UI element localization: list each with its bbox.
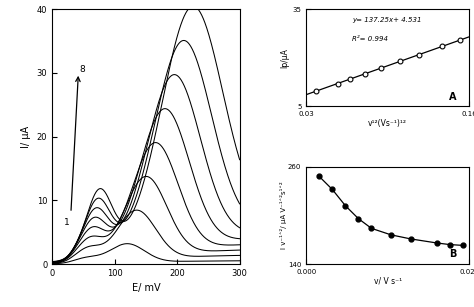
Text: 8: 8 <box>80 65 85 74</box>
Text: A: A <box>449 91 456 102</box>
Text: R²= 0.994: R²= 0.994 <box>352 37 388 42</box>
Y-axis label: Ip/μA: Ip/μA <box>281 48 290 68</box>
X-axis label: E/ mV: E/ mV <box>132 283 160 293</box>
X-axis label: v¹²(Vs⁻¹)¹²: v¹²(Vs⁻¹)¹² <box>368 119 407 128</box>
Text: 1: 1 <box>64 218 70 227</box>
Y-axis label: I/ μA: I/ μA <box>21 126 31 148</box>
Text: y= 137.25x+ 4.531: y= 137.25x+ 4.531 <box>352 17 421 23</box>
X-axis label: v/ V s⁻¹: v/ V s⁻¹ <box>374 276 402 285</box>
Y-axis label: I v⁻¹˄²/ μA V⁻¹˄²s¹˄²: I v⁻¹˄²/ μA V⁻¹˄²s¹˄² <box>280 181 287 249</box>
Text: B: B <box>449 249 456 259</box>
